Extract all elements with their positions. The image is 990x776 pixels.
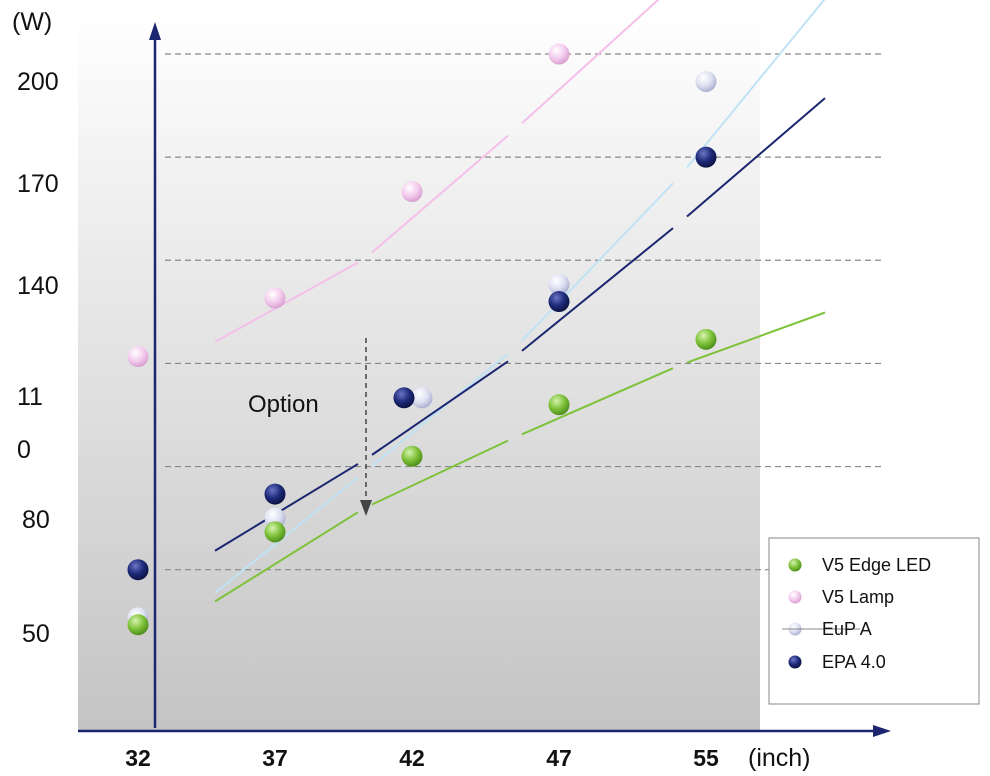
x-unit-label: (inch) <box>748 744 811 772</box>
trend-segment <box>214 261 359 343</box>
plot-background <box>78 10 760 730</box>
trend-segment <box>371 360 509 456</box>
x-tick-label: 55 <box>693 745 719 771</box>
trend-segment <box>371 352 509 467</box>
y-tick-label: 50 <box>22 620 50 648</box>
legend-label: V5 Lamp <box>822 587 894 607</box>
v5-lamp-point <box>548 43 570 65</box>
y-tick-label: 170 <box>17 170 59 198</box>
x-tick-label: 42 <box>399 745 425 771</box>
epa-4-point <box>264 483 286 505</box>
v5-edge-led-point <box>401 445 423 467</box>
trend-segment <box>371 439 509 506</box>
legend-label: EuP A <box>822 619 872 639</box>
trend-segment <box>214 476 359 594</box>
eup-a-point <box>695 71 717 93</box>
v5-edge-led-point <box>695 328 717 350</box>
trend-segment <box>521 182 674 342</box>
y-unit-label: (W) <box>12 8 52 36</box>
v5-lamp-point <box>264 287 286 309</box>
trend-segment <box>686 97 826 218</box>
y-tick-label: 80 <box>22 506 50 534</box>
legend-marker <box>788 655 802 669</box>
legend-marker <box>788 558 802 572</box>
trend-segment <box>371 134 509 254</box>
trend-segment <box>521 0 660 125</box>
option-annotation: Option <box>248 391 319 418</box>
legend: V5 Edge LED V5 Lamp EuP A EPA 4.0 <box>768 537 980 705</box>
trend-segment <box>214 463 359 552</box>
x-tick-label: 32 <box>125 745 151 771</box>
epa-4-point <box>695 146 717 168</box>
x-tick-label: 47 <box>546 745 572 771</box>
gridlines <box>165 53 885 571</box>
y-tick-label: 0 <box>17 436 31 464</box>
x-tick-label: 37 <box>262 745 288 771</box>
eup-a-point <box>411 387 433 409</box>
legend-label: EPA 4.0 <box>822 652 886 672</box>
trend-segment <box>214 511 359 603</box>
legend-label: V5 Edge LED <box>822 555 931 575</box>
y-tick-label: 200 <box>17 68 59 96</box>
y-tick-label: 140 <box>17 272 59 300</box>
x-axis-arrow <box>873 725 891 737</box>
y-tick-label: 11 <box>17 383 43 411</box>
v5-edge-led-point <box>548 394 570 416</box>
epa-4-point <box>393 387 415 409</box>
epa-4-point <box>127 559 149 581</box>
y-axis-arrow <box>149 22 161 40</box>
v5-edge-led-point <box>127 614 149 636</box>
trend-segment <box>686 311 826 364</box>
epa-4-point <box>548 291 570 313</box>
legend-marker <box>788 590 802 604</box>
trend-segment <box>521 367 674 436</box>
legend-box <box>768 537 980 705</box>
v5-lamp-point <box>401 181 423 203</box>
v5-edge-led-point <box>264 521 286 543</box>
eup-a-point <box>548 273 570 295</box>
trend-segment <box>686 0 826 169</box>
data-points <box>127 43 717 636</box>
option-arrow-head <box>360 500 372 516</box>
v5-lamp-point <box>127 346 149 368</box>
trend-segment <box>521 227 674 352</box>
trend-lines <box>214 0 826 603</box>
